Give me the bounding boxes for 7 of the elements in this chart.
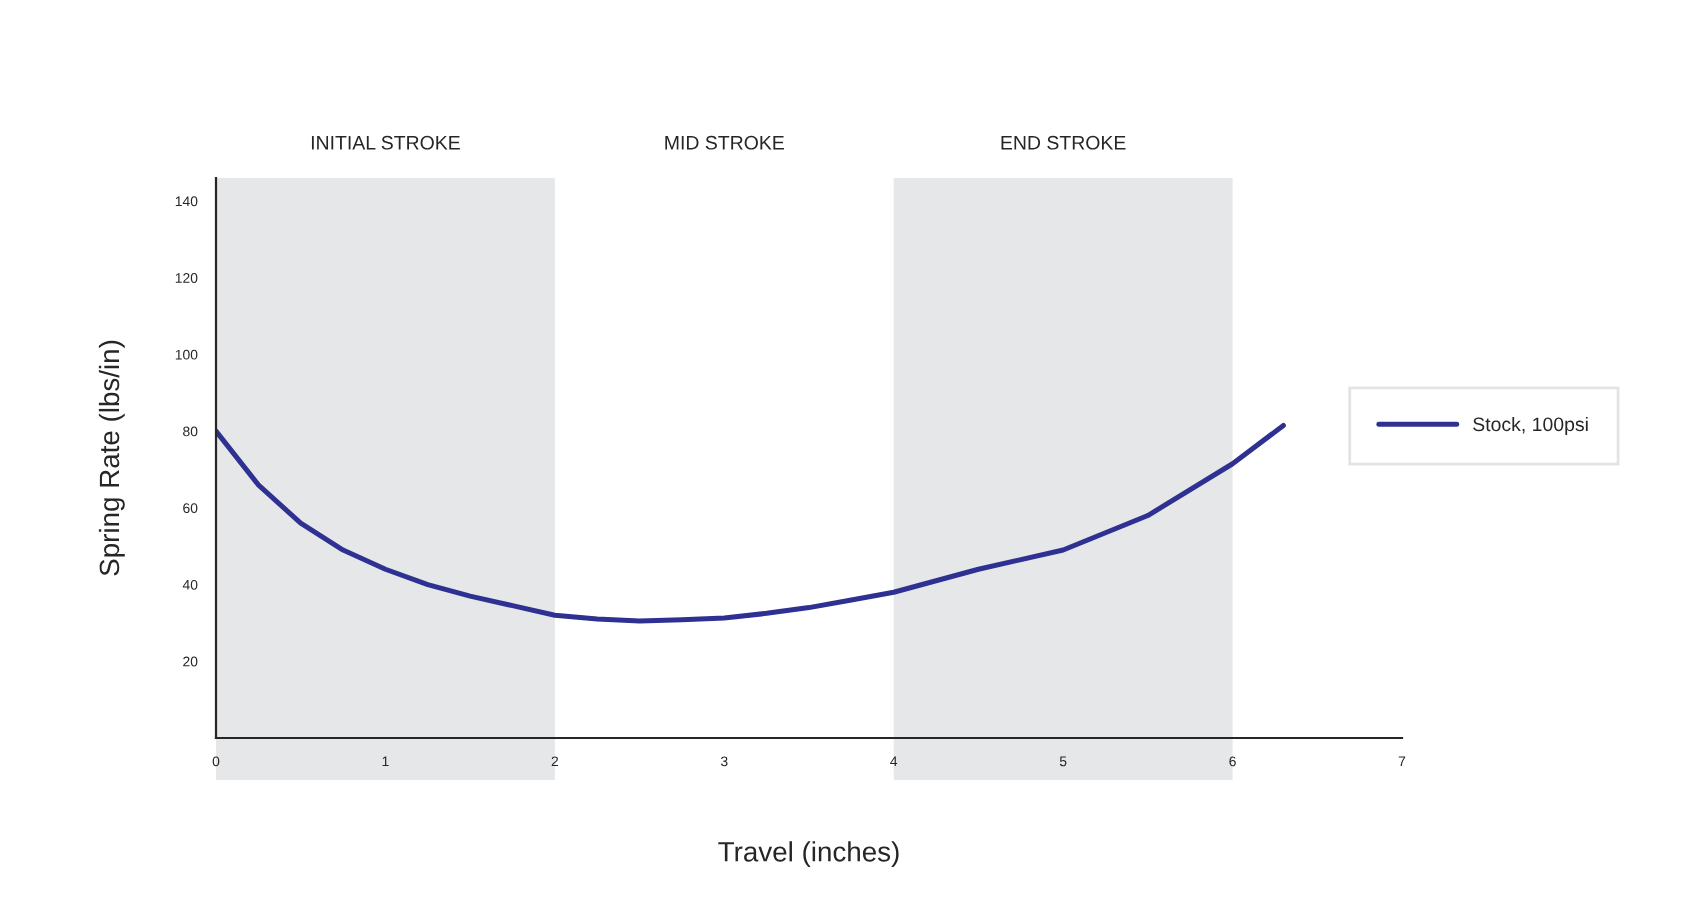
band-label: END STROKE: [1001, 135, 1126, 150]
band-label: INITIAL STROKE: [311, 135, 460, 150]
x-axis-title: Travel (inches): [718, 841, 899, 868]
line-series: [216, 422, 1286, 624]
legend-label: Stock, 100psi: [1473, 416, 1588, 436]
y-axis-title: Spring Rate (lbs/in): [98, 340, 125, 576]
text: MID STROKE: [665, 135, 784, 150]
